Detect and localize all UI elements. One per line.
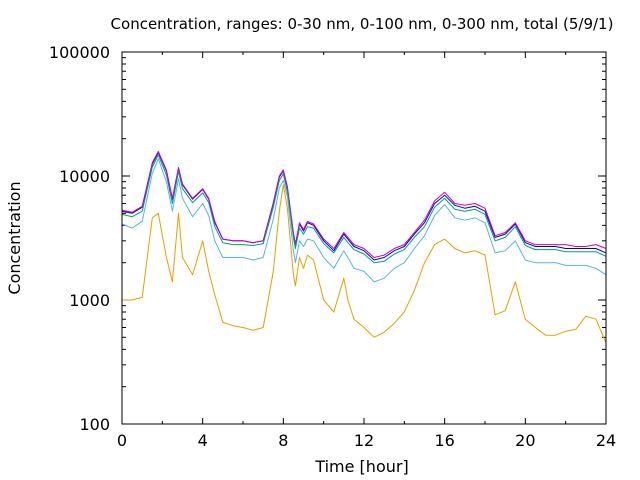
x-tick-label: 8 [278,431,288,450]
series-line-5 [122,184,607,344]
x-tick-label: 0 [117,431,127,450]
x-axis-label: Time [hour] [314,457,408,476]
y-tick-label: 100000 [49,43,110,62]
x-tick-label: 12 [354,431,374,450]
chart-title: Concentration, ranges: 0-30 nm, 0-100 nm… [111,15,614,33]
series-line-4 [121,158,607,283]
y-tick-label: 1000 [69,291,110,310]
series-line-3 [121,154,607,264]
series-line-1 [121,151,607,261]
series-line-2 [121,150,607,258]
series-group [121,150,607,344]
x-tick-label: 24 [596,431,616,450]
x-tick-label: 16 [434,431,454,450]
axes: 0 4 8 12 16 20 24 100 1000 10000 100000 [49,43,616,450]
y-axis-label: Concentration [5,181,24,294]
y-tick-label: 100 [79,415,110,434]
x-tick-label: 4 [198,431,208,450]
y-tick-label: 10000 [59,167,110,186]
x-tick-label: 20 [515,431,535,450]
plot-frame [121,51,607,425]
